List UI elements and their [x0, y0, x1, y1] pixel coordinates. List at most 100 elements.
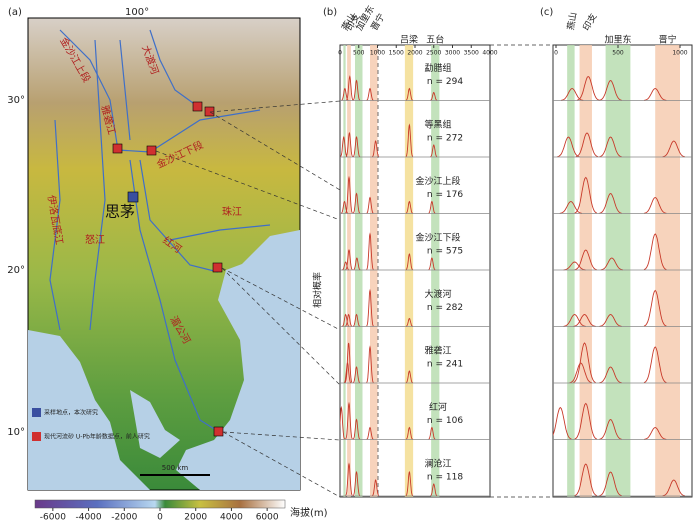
colorbar-title: 海拔(m) — [290, 506, 328, 519]
probability-peak — [574, 176, 598, 214]
probability-peak — [599, 136, 622, 158]
sample-n: n = 272 — [427, 134, 463, 144]
colorbar-tick-label: -2000 — [111, 513, 137, 523]
probability-peak — [346, 75, 354, 101]
probability-peak — [600, 257, 624, 271]
scale-label: 500 km — [162, 464, 189, 472]
probability-peak — [340, 135, 348, 158]
age-band — [567, 45, 575, 497]
colorbar-tick-label: 0 — [157, 513, 163, 523]
place-label: 思茅 — [105, 203, 135, 221]
probability-peak — [553, 406, 572, 440]
age-band — [605, 45, 631, 497]
sample-n: n = 118 — [427, 473, 463, 483]
panel-label: (a) — [8, 7, 22, 18]
y-axis-label: 相对概率 — [312, 272, 324, 308]
probability-peak — [345, 131, 354, 158]
probability-peak — [366, 288, 374, 327]
probability-peak — [405, 87, 414, 101]
probability-peak — [366, 87, 374, 101]
age-band — [655, 45, 680, 497]
colorbar-tick-label: 4000 — [220, 513, 243, 523]
probability-peak — [428, 426, 436, 440]
x-tick-label: 0 — [554, 50, 558, 57]
probability-peak — [599, 471, 622, 497]
probability-peak — [345, 175, 353, 214]
probability-peak — [352, 192, 361, 214]
probability-peak — [352, 313, 361, 327]
probability-peak — [575, 132, 599, 158]
legend-text: 采样地点，本次研究 — [44, 409, 98, 417]
x-tick-label: 1000 — [370, 50, 385, 57]
x-tick-label: 0 — [338, 50, 342, 57]
band-label: 加里东 — [604, 34, 631, 46]
probability-peak — [405, 426, 414, 440]
probability-peak — [643, 427, 667, 440]
probability-peak — [352, 135, 361, 158]
probability-peak — [341, 313, 350, 327]
age-band — [343, 45, 346, 497]
probability-peak — [643, 233, 667, 271]
lat-label: 10° — [7, 427, 25, 438]
sample-n: n = 294 — [427, 77, 463, 87]
probability-peak — [366, 232, 374, 270]
probability-peak — [563, 314, 586, 327]
x-tick-label: 2500 — [426, 50, 441, 57]
legend-text: 现代河流砂 U-Pb年龄数据点，前人研究 — [44, 433, 150, 441]
sample-n: n = 241 — [427, 360, 463, 370]
x-tick-label: 1500 — [389, 50, 404, 57]
lon-label: 100° — [125, 7, 149, 18]
band-label: 晋宁 — [659, 34, 677, 46]
sample-n: n = 575 — [427, 247, 463, 257]
probability-peak — [643, 196, 667, 214]
probability-peak — [366, 426, 374, 440]
probability-peak — [405, 370, 414, 384]
probability-peak — [574, 402, 598, 440]
age-band — [579, 45, 592, 497]
probability-peak — [405, 470, 414, 497]
colorbar-tick-label: 2000 — [184, 513, 207, 523]
band-label: 燕山 — [564, 11, 579, 31]
x-tick-label: 3500 — [464, 50, 479, 57]
sample-n: n = 282 — [427, 303, 463, 313]
probability-peak — [643, 289, 667, 327]
sample-name: 雅砻江 — [424, 345, 451, 357]
probability-peak — [371, 479, 380, 497]
probability-peak — [366, 345, 374, 383]
probability-peak — [405, 200, 414, 214]
x-tick-label: 4000 — [482, 50, 497, 57]
place-label: 怒江 — [85, 233, 105, 246]
probability-peak — [353, 257, 361, 271]
age-band — [370, 45, 378, 497]
age-band — [355, 45, 363, 497]
probability-peak — [559, 201, 583, 214]
probability-peak — [366, 196, 374, 214]
probability-peak — [405, 253, 414, 271]
band-label: 五台 — [426, 34, 444, 46]
age-band — [431, 45, 440, 497]
x-tick-label: 500 — [353, 50, 365, 57]
probability-peak — [430, 483, 438, 497]
colorbar-tick-label: -6000 — [40, 513, 66, 523]
sample-name: 大渡河 — [424, 288, 451, 300]
probability-peak — [342, 261, 350, 271]
probability-peak — [345, 401, 353, 440]
probability-peak — [430, 144, 438, 158]
probability-peak — [599, 418, 622, 440]
sample-name: 等黑组 — [424, 119, 451, 131]
probability-peak — [405, 123, 414, 157]
lat-label: 20° — [7, 265, 25, 276]
probability-peak — [340, 405, 346, 440]
probability-peak — [563, 261, 586, 271]
band-label: 吕梁 — [400, 34, 418, 46]
probability-peak — [345, 462, 353, 496]
probability-peak — [573, 342, 596, 383]
probability-peak — [371, 140, 380, 158]
probability-peak — [352, 470, 361, 497]
sample-name: 澜沧江 — [424, 458, 451, 470]
panel-label: (b) — [323, 7, 337, 18]
probability-peak — [340, 200, 349, 214]
probability-peak — [352, 418, 361, 440]
probability-peak — [344, 313, 353, 327]
